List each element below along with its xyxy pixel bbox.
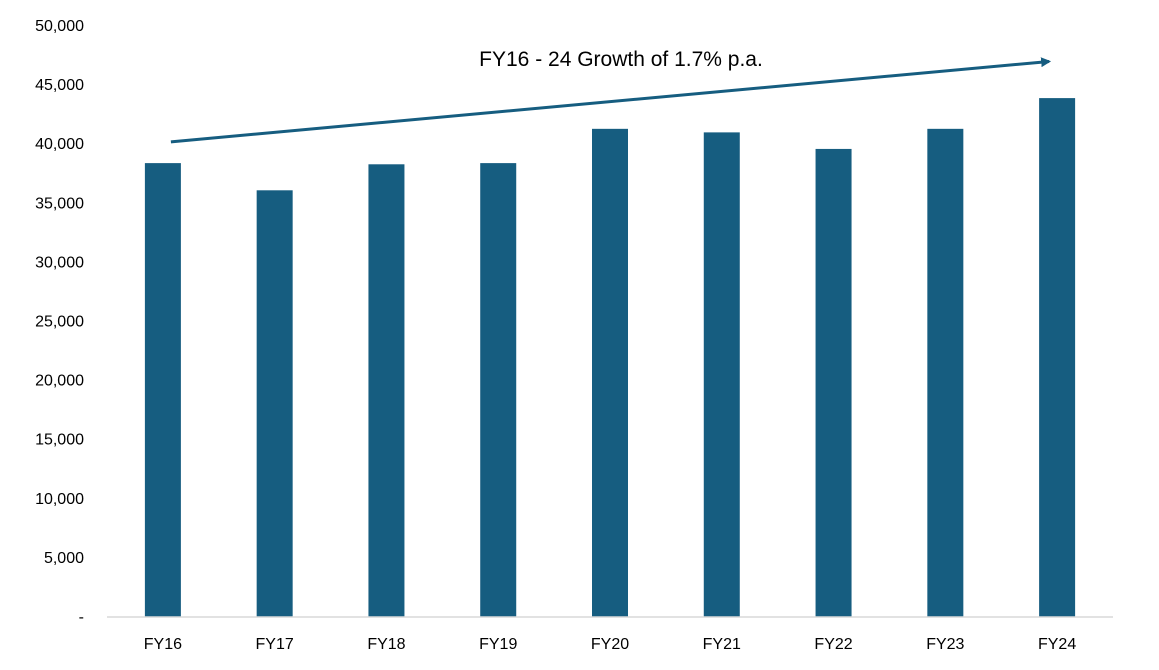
y-tick-label: - — [79, 609, 84, 626]
growth-annotation-label: FY16 - 24 Growth of 1.7% p.a. — [479, 48, 763, 71]
bar-fy19 — [480, 163, 517, 617]
y-axis: - 5,000 10,000 15,000 20,000 25,000 30,000 35,0… — [35, 18, 84, 626]
y-tick-label: 20,000 — [35, 373, 84, 390]
bar-fy18 — [368, 164, 405, 617]
y-tick-label: 35,000 — [35, 195, 84, 212]
y-tick-label: 10,000 — [35, 491, 84, 508]
bar-fy21 — [703, 132, 740, 617]
y-tick-label: 25,000 — [35, 314, 84, 331]
bar-fy24 — [1039, 98, 1076, 618]
x-tick-label: FY20 — [591, 636, 629, 653]
bar-fy20 — [592, 128, 628, 618]
x-axis: FY16 FY17 FY18 FY19 FY20 FY21 FY22 FY23 FY24 — [107, 616, 1113, 653]
x-tick-label: FY16 — [144, 636, 182, 653]
y-tick-label: 15,000 — [35, 432, 84, 449]
bar-fy22 — [815, 148, 852, 618]
x-tick-label: FY21 — [703, 636, 741, 653]
growth-arrow — [170, 57, 1052, 144]
x-tick-label: FY23 — [926, 636, 964, 653]
y-tick-label: 45,000 — [35, 77, 84, 94]
bar-fy23 — [927, 128, 964, 618]
growth-annotation: FY16 - 24 Growth of 1.7% p.a. — [170, 48, 1052, 144]
y-tick-label: 50,000 — [35, 18, 84, 35]
bars — [144, 98, 1076, 618]
bar-fy17 — [256, 190, 293, 617]
x-tick-label: FY18 — [367, 636, 405, 653]
x-tick-label: FY17 — [256, 636, 294, 653]
y-tick-label: 5,000 — [44, 550, 84, 567]
y-tick-label: 30,000 — [35, 254, 84, 271]
bar-fy16 — [144, 163, 181, 617]
y-tick-label: 40,000 — [35, 136, 84, 153]
x-tick-label: FY24 — [1038, 636, 1076, 653]
x-tick-label: FY22 — [814, 636, 852, 653]
x-tick-label: FY19 — [479, 636, 517, 653]
